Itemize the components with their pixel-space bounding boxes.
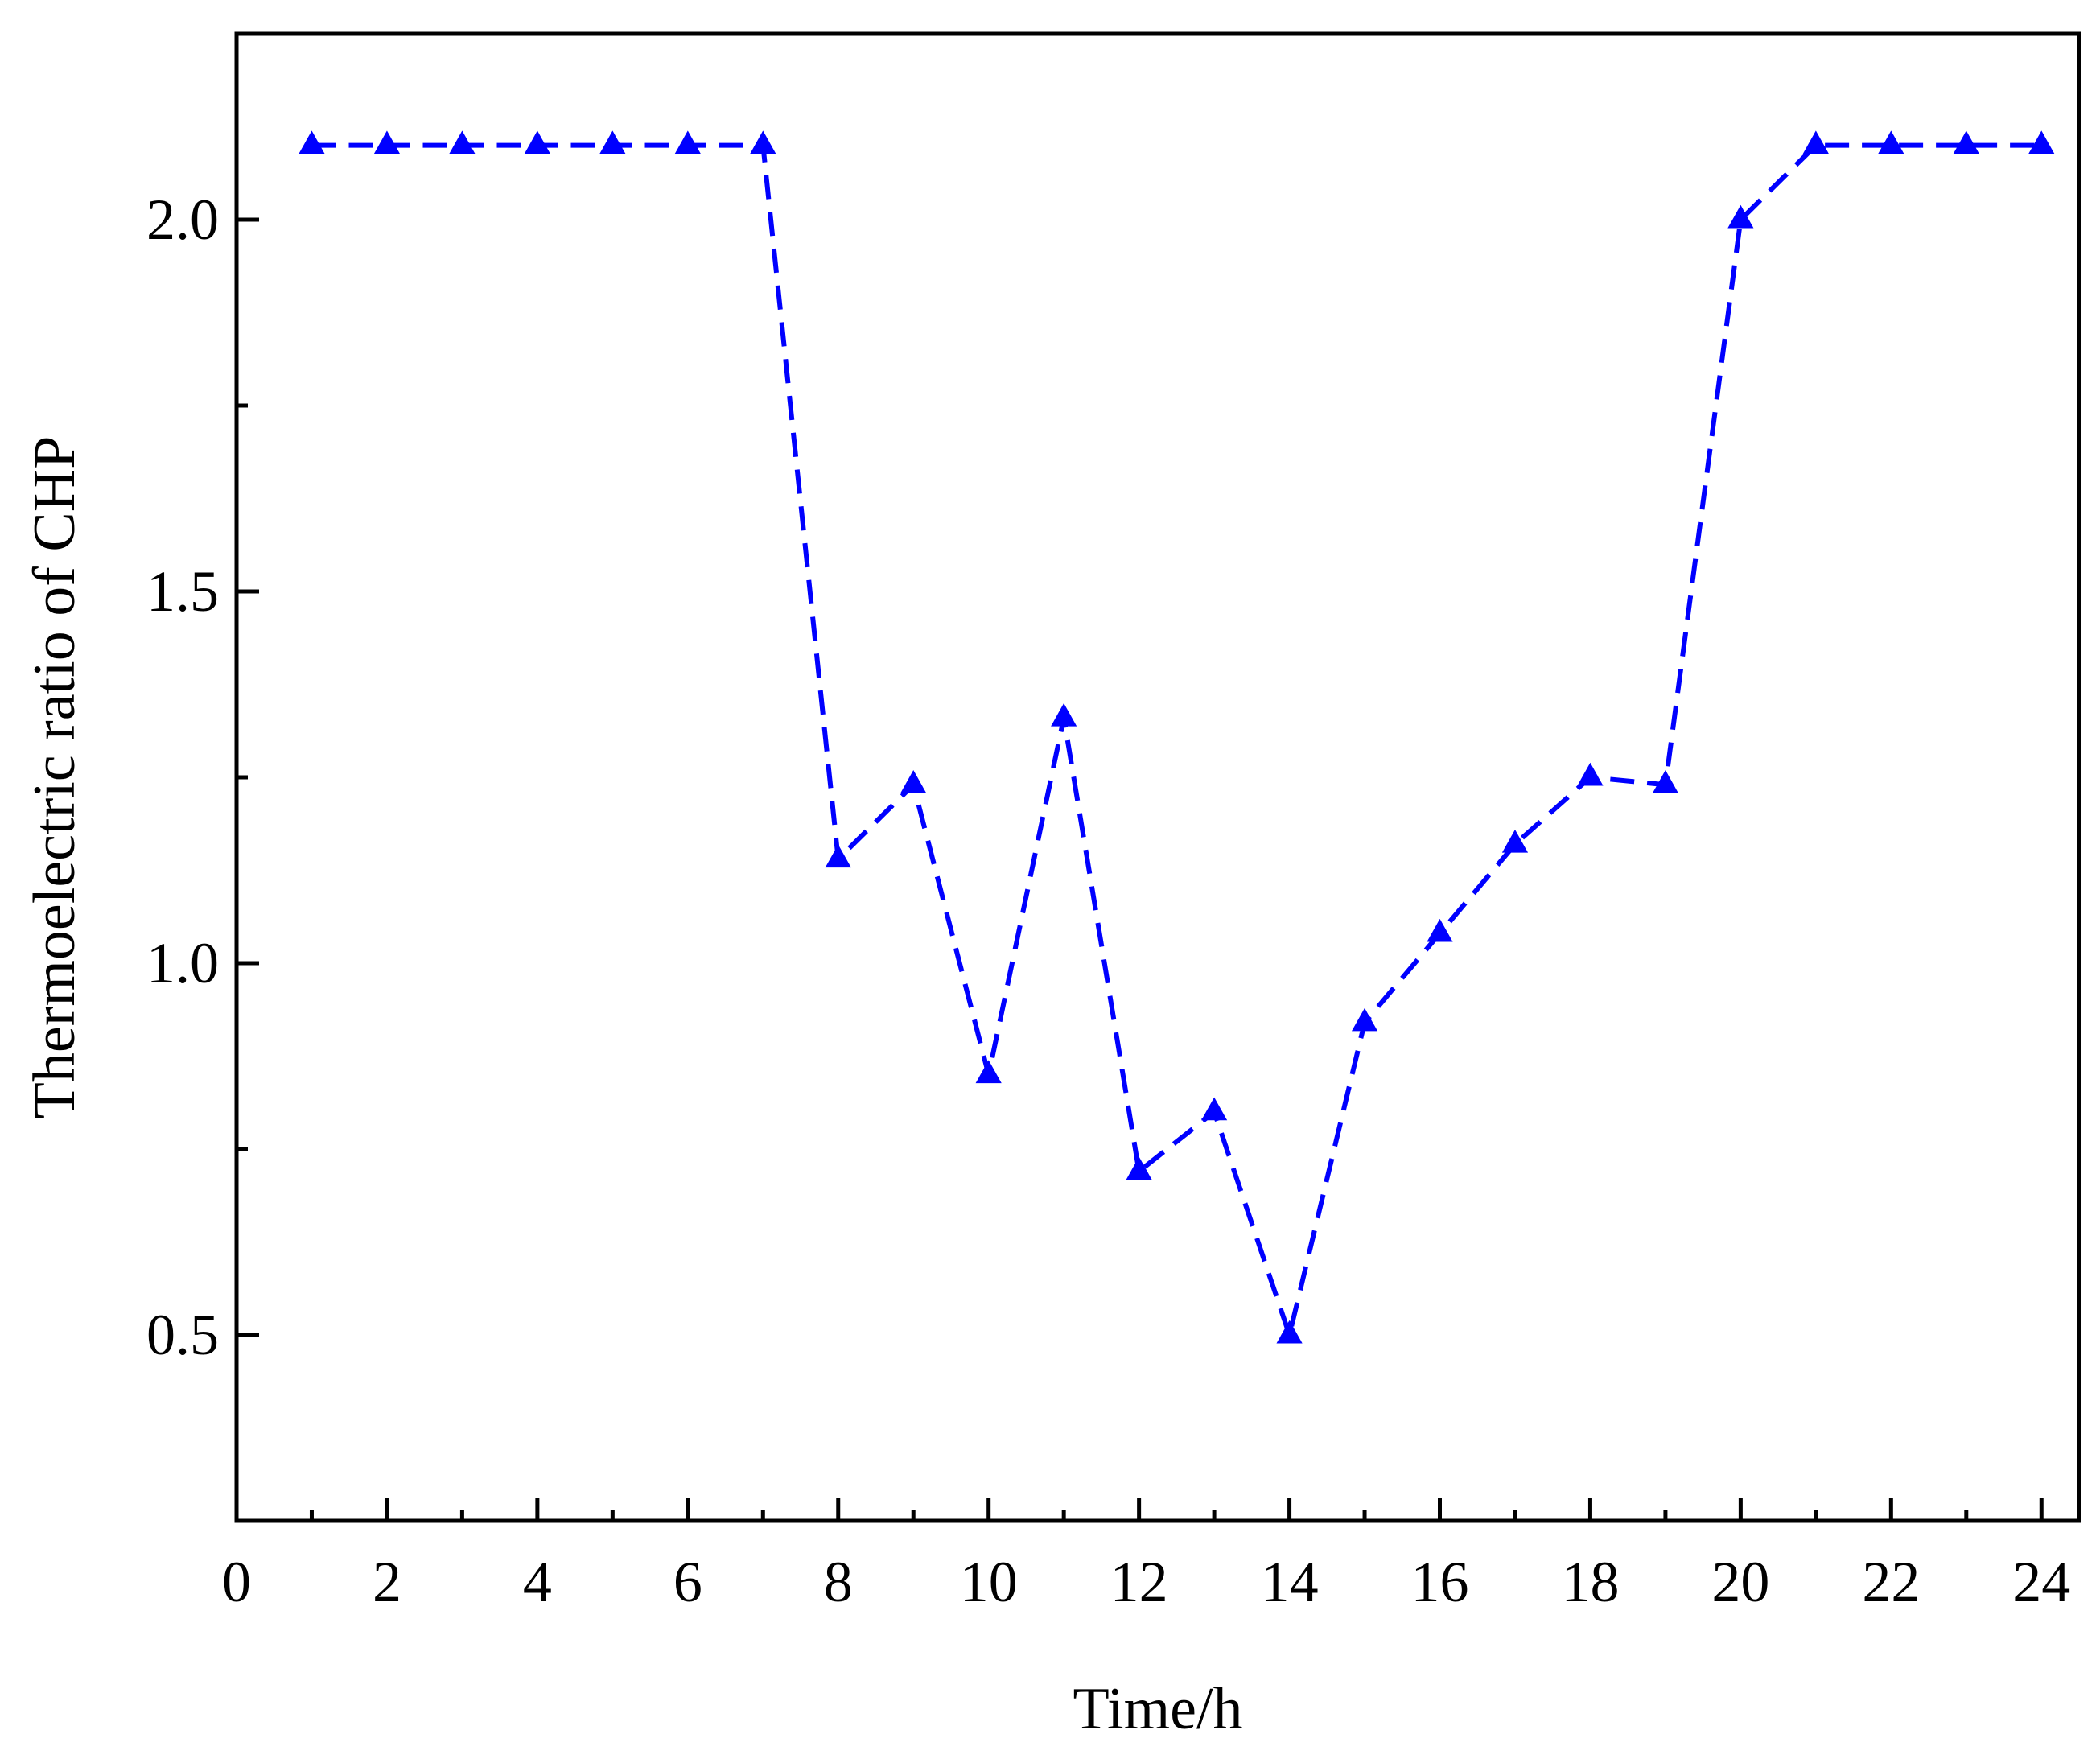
- x-tick-label: 12: [1110, 1550, 1168, 1614]
- x-axis-title: Time/h: [1073, 1676, 1242, 1742]
- data-point-marker: [1051, 702, 1077, 727]
- data-point-marker: [825, 844, 851, 868]
- data-point-marker: [373, 130, 401, 154]
- data-point-marker: [1727, 204, 1754, 229]
- data-point-marker: [524, 130, 550, 154]
- data-point-marker: [750, 130, 776, 154]
- data-point-marker: [2028, 130, 2055, 154]
- data-point-marker: [1953, 130, 1979, 154]
- x-axis-ticks: 0 2 4 6 8 10 12 14 16 18 20 22 24: [222, 1498, 2070, 1614]
- data-point-marker: [299, 130, 325, 154]
- data-point-marker: [1126, 1156, 1152, 1180]
- data-point-marker: [1802, 130, 1829, 154]
- x-tick-label: 14: [1261, 1550, 1319, 1614]
- x-tick-label: 24: [2012, 1550, 2070, 1614]
- data-point-marker: [674, 130, 701, 154]
- y-tick-label: 1.0: [146, 931, 219, 995]
- x-tick-label: 0: [222, 1550, 251, 1614]
- x-tick-label: 4: [523, 1550, 552, 1614]
- data-point-marker: [1351, 1007, 1378, 1032]
- x-tick-label: 20: [1711, 1550, 1769, 1614]
- y-tick-label: 1.5: [146, 559, 219, 624]
- x-tick-label: 18: [1561, 1550, 1619, 1614]
- y-tick-label: 0.5: [146, 1303, 219, 1367]
- x-tick-label: 8: [824, 1550, 853, 1614]
- series-markers: [299, 130, 2055, 1344]
- x-tick-label: 16: [1411, 1550, 1469, 1614]
- data-point-marker: [1577, 762, 1604, 786]
- y-axis-ticks: 0.5 1.0 1.5 2.0: [146, 187, 259, 1367]
- data-point-marker: [1878, 130, 1904, 154]
- x-tick-label: 10: [960, 1550, 1018, 1614]
- series-line: [311, 142, 2042, 1344]
- plot-frame: [234, 31, 2081, 1523]
- y-tick-label: 2.0: [146, 187, 219, 252]
- data-point-marker: [1501, 829, 1529, 853]
- y-axis-title: Thermoelectric ratio of CHP: [22, 436, 88, 1119]
- data-point-marker: [599, 130, 626, 154]
- x-tick-label: 6: [673, 1550, 702, 1614]
- data-point-marker: [1652, 770, 1679, 793]
- data-point-marker: [1427, 918, 1453, 942]
- data-point-marker: [900, 770, 927, 793]
- data-point-marker: [1276, 1320, 1303, 1344]
- x-tick-label: 22: [1862, 1550, 1920, 1614]
- data-point-marker: [1201, 1097, 1228, 1121]
- data-point-marker: [975, 1060, 1002, 1084]
- x-tick-label: 2: [373, 1550, 401, 1614]
- data-point-marker: [449, 130, 476, 154]
